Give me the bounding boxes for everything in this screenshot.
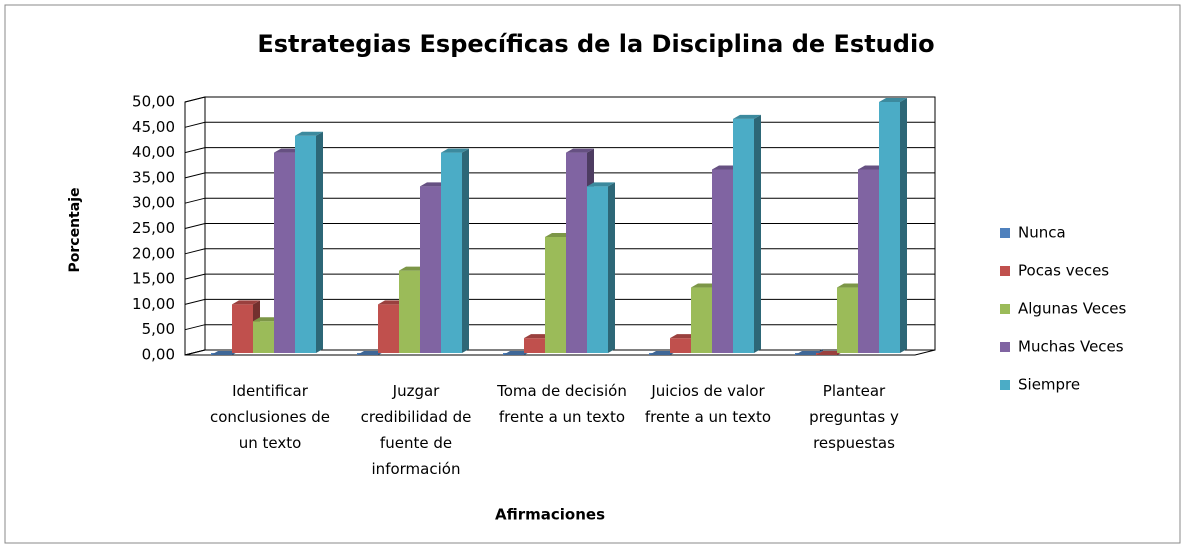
y-tick-label: 40,00 [132, 143, 175, 161]
legend-label: Nunca [1018, 224, 1066, 242]
bar-front [837, 287, 858, 353]
grid-line [184, 248, 935, 255]
grid-line [184, 197, 935, 204]
y-tick-label: 15,00 [132, 270, 175, 288]
grid-line [184, 121, 935, 128]
y-tick-label: 5,00 [142, 320, 175, 338]
bar-top [232, 300, 260, 305]
bar-front [879, 102, 900, 353]
grid-line [184, 172, 935, 179]
bar-front [232, 304, 253, 353]
y-tick-label: 0,00 [142, 346, 175, 364]
legend-label: Muchas Veces [1018, 338, 1124, 356]
x-tick-label: Identificar conclusiones de un texto [209, 382, 331, 452]
bar-top [441, 148, 469, 153]
y-tick-label: 45,00 [132, 118, 175, 136]
bar-top [566, 148, 594, 153]
bar-side [900, 98, 907, 353]
bar-front [712, 169, 733, 353]
legend-swatch [1000, 304, 1010, 314]
chart-title: Estrategias Específicas de la Disciplina… [257, 30, 934, 58]
x-tick-label: Plantear preguntas y respuestas [809, 382, 899, 452]
bar-front [399, 270, 420, 353]
legend-swatch [1000, 342, 1010, 352]
bar [441, 148, 469, 353]
bar-front [587, 186, 608, 353]
bar-front [858, 169, 879, 353]
bar-side [316, 131, 323, 353]
y-tick-label: 20,00 [132, 244, 175, 262]
legend-swatch [1000, 228, 1010, 238]
legend-swatch [1000, 380, 1010, 390]
legend-swatch [1000, 266, 1010, 276]
y-tick-label: 30,00 [132, 194, 175, 212]
bar-front [691, 287, 712, 353]
y-tick-label: 10,00 [132, 295, 175, 313]
bar-front [420, 186, 441, 353]
bar-front [545, 236, 566, 353]
bar-front [524, 338, 545, 353]
legend-label: Pocas veces [1018, 262, 1109, 280]
y-axis-title: Porcentaje [67, 188, 83, 273]
x-tick-label: Juzgar credibilidad de fuente de informa… [360, 382, 472, 478]
bar-front [733, 118, 754, 354]
y-tick-label: 50,00 [132, 93, 175, 111]
bar-side [462, 148, 469, 353]
bar-front [378, 304, 399, 353]
x-tick-label: Juicios de valor frente a un texto [644, 382, 772, 426]
grid-line [184, 273, 935, 280]
bar-top [295, 131, 323, 136]
bar-side [608, 182, 615, 353]
bar [879, 98, 907, 353]
bar-side [754, 114, 761, 354]
bar [295, 131, 323, 353]
legend-label: Siempre [1018, 376, 1080, 394]
y-tick-label: 35,00 [132, 168, 175, 186]
legend-label: Algunas Veces [1018, 300, 1127, 318]
bar-top [587, 182, 615, 187]
grid-line [184, 96, 935, 103]
bar-front [295, 135, 316, 353]
x-tick-label: Toma de decisión frente a un texto [497, 382, 627, 426]
bar-front [274, 152, 295, 353]
bar-front [670, 338, 691, 353]
bar-front [566, 152, 587, 353]
x-axis-title: Afirmaciones [495, 506, 605, 524]
grid-line [184, 223, 935, 229]
bar-front [441, 152, 462, 353]
y-tick-label: 25,00 [132, 219, 175, 237]
bar [733, 114, 761, 354]
bar-top [733, 114, 761, 119]
grid-line [184, 147, 935, 154]
bar-front [253, 321, 274, 353]
bar [587, 182, 615, 353]
bar-top [879, 98, 907, 102]
